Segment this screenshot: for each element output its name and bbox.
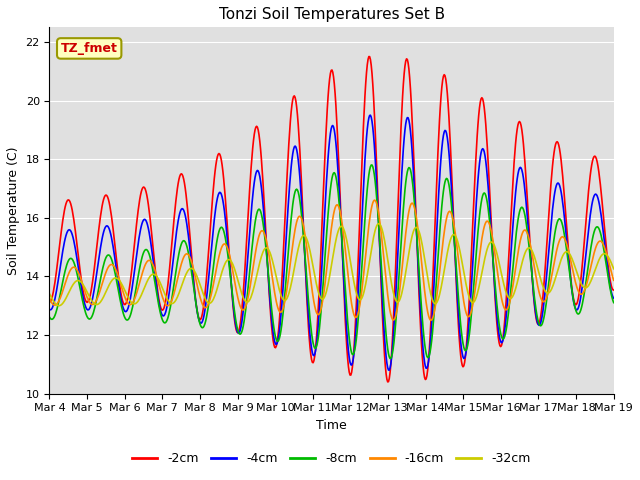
Legend: -2cm, -4cm, -8cm, -16cm, -32cm: -2cm, -4cm, -8cm, -16cm, -32cm — [127, 447, 536, 470]
Y-axis label: Soil Temperature (C): Soil Temperature (C) — [7, 146, 20, 275]
X-axis label: Time: Time — [316, 419, 347, 432]
Text: TZ_fmet: TZ_fmet — [61, 42, 118, 55]
Title: Tonzi Soil Temperatures Set B: Tonzi Soil Temperatures Set B — [218, 7, 445, 22]
